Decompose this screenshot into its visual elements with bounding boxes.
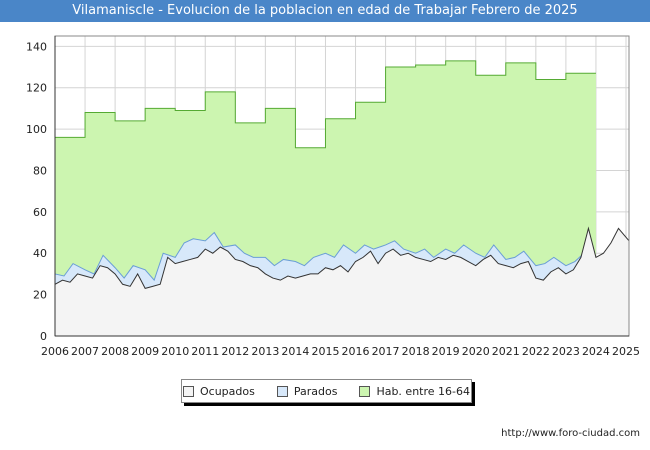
y-tick-label-40: 40 bbox=[33, 247, 47, 260]
legend-swatch-parados bbox=[276, 385, 288, 397]
areas bbox=[54, 60, 630, 337]
x-tick-label-2010: 2010 bbox=[161, 345, 189, 358]
y-tick-label-140: 140 bbox=[26, 40, 47, 53]
legend-label-hab: Hab. entre 16-64 bbox=[376, 384, 470, 398]
x-tick-label-2011: 2011 bbox=[191, 345, 219, 358]
x-tick-label-2018: 2018 bbox=[402, 345, 430, 358]
x-tick-label-2015: 2015 bbox=[311, 345, 339, 358]
legend-item-parados: Parados bbox=[276, 384, 338, 398]
ocupados-line bbox=[54, 226, 630, 290]
ocupados-area bbox=[55, 228, 629, 336]
x-tick-label-2025: 2025 bbox=[612, 345, 640, 358]
x-tick-label-2021: 2021 bbox=[492, 345, 520, 358]
source-link[interactable]: http://www.foro-ciudad.com bbox=[501, 428, 640, 439]
legend-label-ocupados: Ocupados bbox=[199, 384, 255, 398]
x-tick-label-2013: 2013 bbox=[251, 345, 279, 358]
x-tick-label-2014: 2014 bbox=[281, 345, 309, 358]
y-tick-label-0: 0 bbox=[40, 330, 47, 343]
x-tick-label-2019: 2019 bbox=[432, 345, 460, 358]
chart-title: Vilamaniscle - Evolucion de la poblacion… bbox=[0, 0, 650, 22]
x-tick-label-2006: 2006 bbox=[41, 345, 69, 358]
y-tick-label-60: 60 bbox=[33, 206, 47, 219]
legend-item-hab: Hab. entre 16-64 bbox=[359, 385, 470, 398]
legend-swatch-hab bbox=[359, 385, 371, 397]
y-tick-label-20: 20 bbox=[33, 289, 47, 302]
x-tick-label-2009: 2009 bbox=[131, 345, 159, 358]
x-tick-label-2007: 2007 bbox=[71, 345, 99, 358]
x-tick-label-2016: 2016 bbox=[342, 345, 370, 358]
legend: Ocupados Parados Hab. entre 16-64 bbox=[181, 379, 472, 403]
y-tick-label-120: 120 bbox=[26, 82, 47, 95]
x-tick-label-2008: 2008 bbox=[101, 345, 129, 358]
hab-line bbox=[55, 60, 596, 149]
x-tick-label-2020: 2020 bbox=[462, 345, 490, 358]
x-tick-label-2024: 2024 bbox=[582, 345, 610, 358]
x-tick-label-2022: 2022 bbox=[522, 345, 550, 358]
y-tick-label-80: 80 bbox=[33, 164, 47, 177]
axes bbox=[54, 35, 630, 337]
legend-label-parados: Parados bbox=[293, 384, 338, 398]
y-tick-label-100: 100 bbox=[26, 123, 47, 136]
legend-item-ocupados: Ocupados bbox=[182, 384, 255, 398]
x-tick-label-2023: 2023 bbox=[552, 345, 580, 358]
x-tick-label-2012: 2012 bbox=[221, 345, 249, 358]
x-tick-label-2017: 2017 bbox=[372, 345, 400, 358]
legend-swatch-ocupados bbox=[182, 385, 194, 397]
parados-line bbox=[54, 231, 594, 282]
